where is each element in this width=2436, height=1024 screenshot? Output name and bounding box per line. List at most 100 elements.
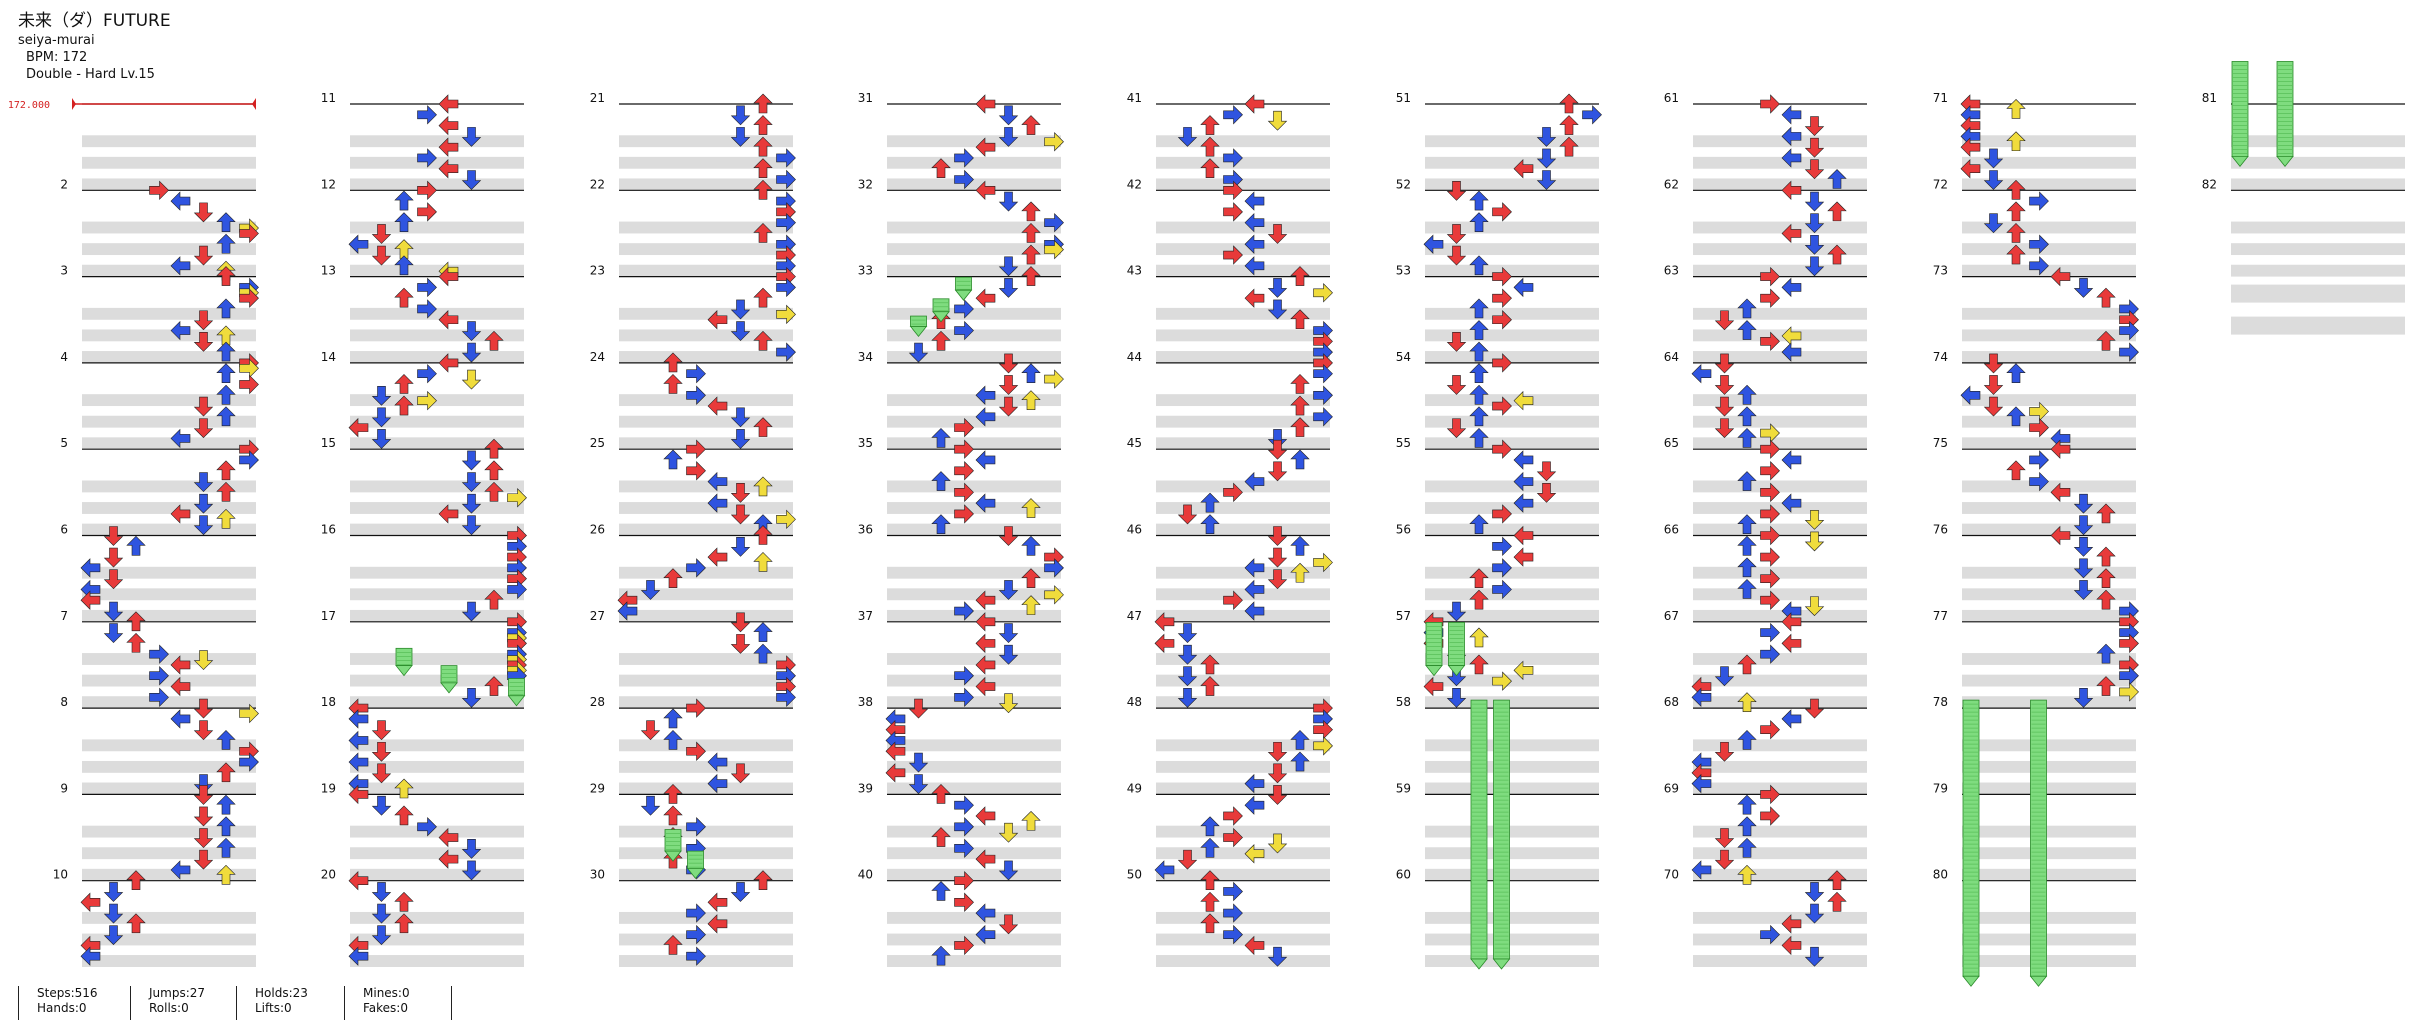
beat-band — [619, 178, 793, 191]
up-arrow-icon — [394, 287, 414, 308]
beat-band — [1156, 135, 1330, 148]
up-arrow-icon — [1737, 730, 1757, 750]
beat-band — [1693, 523, 1867, 536]
down-arrow-icon — [1267, 299, 1288, 320]
beat-band — [1425, 135, 1599, 148]
down-arrow-icon — [1267, 439, 1288, 460]
measure-number: 29 — [590, 781, 605, 795]
beat-band — [887, 933, 1061, 946]
right-arrow-icon — [2119, 622, 2139, 643]
beat-band — [350, 307, 524, 320]
beat-band — [887, 782, 1061, 795]
measure-number: 50 — [1127, 868, 1142, 882]
measure-number: 23 — [590, 264, 605, 278]
up-arrow-icon — [1559, 115, 1579, 135]
right-arrow-icon — [954, 935, 974, 956]
up-arrow-icon — [484, 676, 504, 696]
down-arrow-icon — [998, 105, 1019, 126]
down-arrow-icon — [371, 245, 392, 266]
down-arrow-icon — [1804, 531, 1825, 552]
right-arrow-icon — [1492, 536, 1512, 557]
right-arrow-icon — [1223, 903, 1243, 923]
up-arrow-icon — [1737, 816, 1757, 837]
left-arrow-icon — [885, 763, 906, 783]
beat-band — [1156, 351, 1330, 363]
measure-number: 71 — [1933, 91, 1948, 105]
left-arrow-icon — [170, 428, 191, 449]
right-arrow-icon — [1223, 202, 1243, 222]
down-arrow-icon — [371, 720, 392, 741]
beat-band — [1962, 480, 2136, 493]
beat-band — [350, 329, 524, 342]
left-arrow-icon — [707, 752, 728, 772]
right-arrow-icon — [1044, 585, 1064, 605]
beat-band — [82, 739, 256, 752]
right-arrow-icon — [776, 687, 796, 708]
left-arrow-icon — [1244, 795, 1265, 815]
left-arrow-icon — [2050, 266, 2071, 287]
measure-number: 37 — [858, 609, 873, 623]
left-arrow-icon — [975, 633, 996, 654]
down-arrow-icon — [908, 752, 929, 773]
beat-band — [1425, 933, 1599, 946]
up-arrow-icon — [663, 568, 683, 588]
down-arrow-icon — [1983, 375, 2004, 395]
right-arrow-icon — [954, 504, 974, 524]
right-arrow-icon — [417, 148, 437, 168]
up-arrow-icon — [663, 708, 683, 729]
up-arrow-icon — [1737, 406, 1757, 427]
beat-band — [82, 394, 256, 407]
measure-number: 16 — [321, 523, 336, 537]
down-arrow-icon — [1804, 256, 1825, 277]
down-arrow-icon — [1536, 127, 1557, 147]
right-arrow-icon — [1760, 288, 1780, 308]
beat-band — [1962, 178, 2136, 191]
up-arrow-icon — [1290, 395, 1310, 416]
down-arrow-icon — [998, 580, 1019, 600]
down-arrow-icon — [371, 925, 392, 946]
right-arrow-icon — [2029, 417, 2049, 438]
beat-band — [350, 847, 524, 860]
measure-number: 69 — [1664, 781, 1679, 795]
beat-band — [1962, 502, 2136, 514]
beat-band — [1962, 264, 2136, 277]
down-arrow-icon — [998, 278, 1019, 298]
measure-number: 35 — [858, 436, 873, 450]
beat-band — [887, 307, 1061, 320]
left-arrow-icon — [707, 547, 728, 567]
down-arrow-icon — [998, 256, 1019, 277]
right-arrow-icon — [954, 817, 974, 837]
down-arrow-icon — [998, 914, 1019, 935]
beat-band — [887, 480, 1061, 493]
up-arrow-icon — [753, 330, 773, 351]
right-arrow-icon — [686, 903, 706, 923]
up-arrow-icon — [663, 374, 683, 394]
beat-band — [1425, 523, 1599, 536]
up-arrow-icon — [753, 158, 773, 179]
beat-band — [1693, 588, 1867, 601]
up-arrow-icon — [1290, 309, 1310, 330]
right-arrow-icon — [149, 687, 169, 708]
up-arrow-icon — [663, 730, 683, 750]
right-arrow-icon — [954, 417, 974, 438]
beat-band — [619, 609, 793, 622]
down-arrow-icon — [1804, 213, 1825, 234]
right-arrow-icon — [1760, 924, 1780, 945]
hold-note-icon — [440, 665, 458, 694]
right-arrow-icon — [1313, 736, 1333, 756]
hold-note-icon — [909, 315, 928, 338]
up-arrow-icon — [753, 643, 773, 664]
right-arrow-icon — [1313, 363, 1333, 384]
beat-band — [1425, 221, 1599, 234]
left-arrow-icon — [1960, 105, 1981, 125]
hold-note-icon — [954, 276, 973, 301]
down-arrow-icon — [1804, 882, 1825, 902]
measure-number: 7 — [60, 609, 68, 623]
up-arrow-icon — [2096, 676, 2116, 696]
beat-band — [619, 502, 793, 514]
up-arrow-icon — [2096, 503, 2116, 524]
hold-note-icon — [2276, 61, 2294, 168]
beat-band — [887, 847, 1061, 860]
down-arrow-icon — [1446, 181, 1467, 201]
measure-number: 10 — [53, 868, 68, 882]
